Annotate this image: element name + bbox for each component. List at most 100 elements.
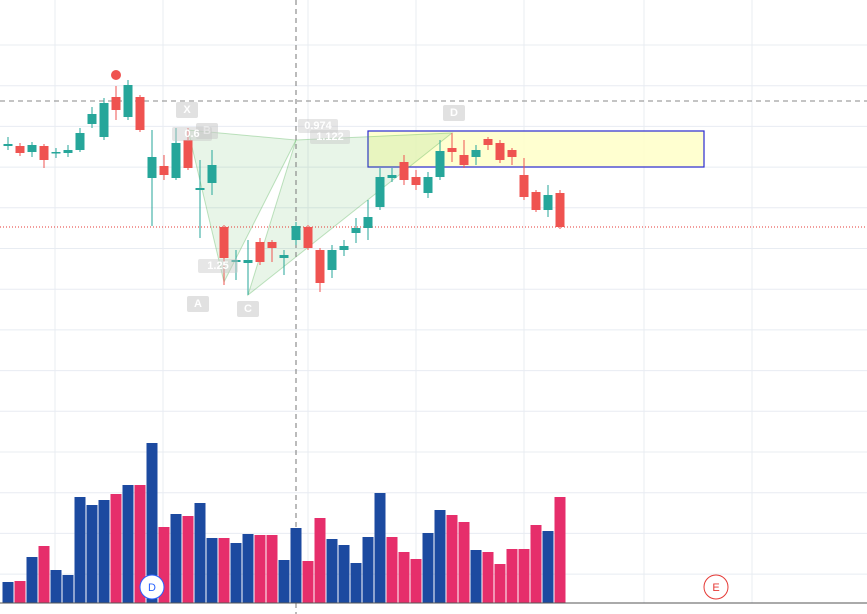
candle-body — [255, 242, 265, 262]
pattern-label: C — [244, 303, 252, 315]
volume-bar — [338, 545, 350, 603]
candle-body — [3, 144, 13, 146]
signal-dot — [111, 70, 121, 80]
candle-body — [87, 114, 97, 124]
volume-bar — [482, 552, 494, 603]
pattern-label: B — [203, 125, 211, 137]
zone-box — [367, 130, 705, 168]
volume-bar — [398, 552, 410, 603]
label-bg — [298, 119, 338, 133]
volume-bar — [446, 515, 458, 603]
volume-bar — [278, 560, 290, 603]
volume-bar — [518, 549, 530, 603]
event-marker[interactable] — [703, 574, 729, 600]
candle-body — [351, 228, 361, 233]
candle-body — [543, 195, 553, 210]
candle-body — [315, 250, 325, 283]
volume-bar — [86, 505, 98, 603]
candle-body — [399, 162, 409, 180]
volume-bar — [206, 538, 218, 603]
candle-body — [219, 227, 229, 258]
candle-body — [555, 193, 565, 227]
candle-body — [75, 133, 85, 150]
volume-bar — [158, 527, 170, 603]
label-bg — [443, 105, 465, 121]
candle-body — [387, 175, 397, 178]
candle-body — [171, 143, 181, 178]
volume-bar — [26, 557, 38, 603]
volume-bar — [374, 493, 386, 603]
volume-bar — [458, 522, 470, 603]
candle-body — [423, 177, 433, 193]
candle-body — [291, 226, 301, 240]
label-bg — [172, 127, 212, 141]
label-bg — [198, 259, 238, 273]
candle-body — [447, 148, 457, 152]
pattern-label: A — [194, 298, 202, 310]
candle-body — [303, 227, 313, 248]
candle-body — [63, 150, 73, 153]
volume-bar — [146, 443, 158, 603]
candle-body — [195, 188, 205, 190]
candle-body — [411, 177, 421, 185]
candle-body — [159, 166, 169, 175]
candle-body — [471, 150, 481, 157]
volume-bar — [98, 500, 110, 603]
candle-body — [483, 139, 493, 145]
volume-bar — [494, 564, 506, 603]
volume-bar — [326, 539, 338, 603]
candle-body — [51, 152, 61, 154]
candle-body — [363, 217, 373, 228]
candle-body — [27, 145, 37, 152]
volume-bar — [542, 531, 554, 603]
volume-bar — [38, 546, 50, 603]
candle-body — [375, 177, 385, 207]
volume-bar — [422, 533, 434, 603]
event-label: D — [148, 582, 156, 594]
volume-bar — [194, 503, 206, 603]
candle-body — [495, 143, 505, 160]
pattern-label: D — [450, 107, 458, 119]
candle-body — [279, 255, 289, 258]
candle-body — [183, 140, 193, 168]
candle-body — [243, 260, 253, 263]
candle-body — [435, 151, 445, 177]
label-bg — [187, 296, 209, 312]
volume-bar — [254, 535, 266, 603]
volume-bar — [62, 575, 74, 603]
volume-bar — [266, 535, 278, 603]
candle-body — [519, 175, 529, 197]
ratio-label: 0.6 — [184, 128, 199, 140]
volume-bar — [362, 537, 374, 603]
volume-bar — [554, 497, 566, 603]
candle-body — [99, 103, 109, 137]
candle-body — [15, 146, 25, 153]
candle-body — [339, 246, 349, 250]
volume-bar — [470, 550, 482, 603]
candle-body — [231, 260, 241, 262]
candle-body — [111, 97, 121, 110]
candle-body — [123, 85, 133, 117]
volume-bar — [314, 518, 326, 603]
volume-bar — [290, 528, 302, 603]
candle-body — [267, 242, 277, 248]
ratio-label: 1.25 — [207, 260, 228, 272]
candle-body — [327, 250, 337, 270]
volume-bar — [134, 485, 146, 603]
volume-bar — [14, 581, 26, 603]
event-marker[interactable] — [139, 574, 165, 600]
volume-bar — [350, 563, 362, 603]
candle-body — [135, 97, 145, 130]
volume-bar — [74, 497, 86, 603]
volume-bar — [182, 516, 194, 603]
volume-bar — [434, 510, 446, 603]
volume-bar — [410, 559, 422, 603]
volume-bar — [242, 534, 254, 603]
volume-bar — [506, 549, 518, 603]
volume-bar — [230, 543, 242, 603]
ratio-label: 1.122 — [316, 131, 344, 143]
volume-bar — [386, 537, 398, 603]
candle-body — [207, 165, 217, 183]
label-bg — [196, 123, 218, 139]
